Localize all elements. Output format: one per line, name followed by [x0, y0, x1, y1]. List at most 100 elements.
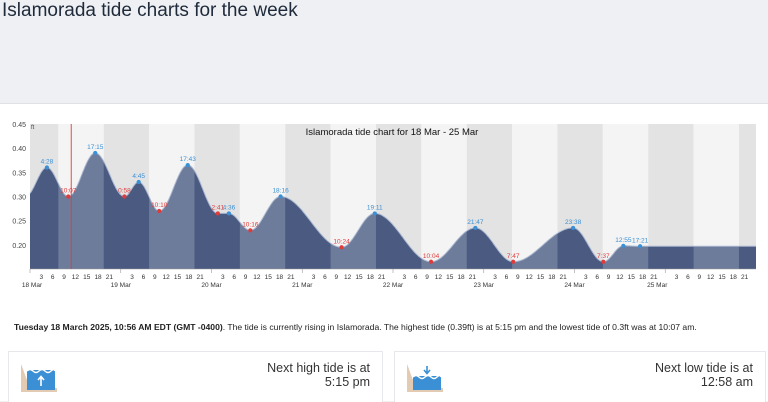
- x-tick-label: 3: [40, 274, 44, 281]
- high-tide-point: [185, 162, 190, 168]
- next-low-label: Next low tide is at: [655, 361, 753, 375]
- low-tide-label: 0:58: [118, 188, 131, 195]
- x-tick-label: 21: [287, 274, 295, 281]
- x-tick-label: 12: [163, 274, 171, 281]
- low-tide-label: 10:04: [423, 253, 440, 260]
- x-tick-label: 15: [174, 274, 182, 281]
- high-tide-point: [571, 225, 576, 231]
- high-tide-label: 17:21: [632, 237, 649, 244]
- low-tide-label: 7:37: [597, 253, 610, 260]
- x-tick-label: 9: [153, 274, 157, 281]
- x-tick-label: 18: [639, 274, 647, 281]
- x-day-label: 24 Mar: [564, 282, 585, 289]
- x-tick-label: 9: [244, 274, 248, 281]
- high-tide-label: 23:38: [565, 219, 582, 226]
- page-title: Islamorada tide charts for the week: [2, 0, 298, 21]
- high-tide-label: 21:47: [467, 219, 484, 226]
- x-tick-label: 6: [414, 274, 418, 281]
- high-tide-icon: [21, 364, 57, 392]
- low-tide-point: [428, 259, 434, 264]
- low-tide-point: [122, 194, 127, 199]
- high-tide-point: [226, 211, 231, 216]
- day-band: [693, 124, 739, 269]
- x-tick-label: 15: [537, 274, 545, 281]
- y-tick-label: 0.20: [12, 243, 26, 250]
- tide-summary: Tuesday 18 March 2025, 10:56 AM EDT (GMT…: [14, 322, 697, 332]
- x-tick-label: 12: [253, 274, 261, 281]
- x-tick-label: 18: [548, 274, 556, 281]
- x-tick-label: 21: [560, 274, 568, 281]
- x-tick-label: 9: [516, 274, 520, 281]
- next-low-tide-text: Next low tide is at 12:58 am: [655, 361, 753, 389]
- x-day-label: 21 Mar: [292, 282, 313, 289]
- tide-chart-card: 0.45 0.40 0.35 0.30 0.25 0.20 ft 3 6 9 12 15 18 21 3 6 9…: [0, 103, 768, 402]
- high-tide-label: 4:28: [41, 159, 54, 166]
- next-high-tide-box: Next high tide is at 5:15 pm: [8, 351, 383, 402]
- x-tick-label: 3: [403, 274, 407, 281]
- next-high-tide-text: Next high tide is at 5:15 pm: [267, 361, 370, 389]
- high-tide-point: [136, 179, 141, 185]
- x-tick-label: 12: [72, 274, 80, 281]
- x-tick-label: 9: [425, 274, 429, 281]
- low-tide-label: 2:41: [212, 204, 225, 211]
- x-tick-label: 6: [51, 274, 55, 281]
- high-tide-point: [638, 244, 643, 249]
- x-tick-label: 3: [584, 274, 588, 281]
- tide-line: [29, 152, 756, 263]
- x-tick-label: 3: [493, 274, 497, 281]
- night-band: [648, 124, 694, 269]
- high-tide-point: [473, 225, 478, 231]
- summary-date: Tuesday 18 March 2025, 10:56 AM EDT (GMT…: [14, 322, 223, 332]
- x-tick-label: 6: [323, 274, 327, 281]
- y-tick-label: 0.25: [12, 219, 26, 226]
- low-tide-icon: [407, 364, 443, 392]
- x-tick-label: 21: [741, 274, 749, 281]
- x-tick-label: 6: [142, 274, 146, 281]
- y-tick-label: 0.35: [12, 170, 26, 177]
- next-high-label: Next high tide is at: [267, 361, 370, 375]
- high-tide-label: 17:43: [180, 156, 197, 163]
- high-tide-label: 4:45: [132, 173, 145, 180]
- next-low-time: 12:58 am: [700, 375, 753, 389]
- x-tick-label: 6: [686, 274, 690, 281]
- x-tick-label: 3: [312, 274, 316, 281]
- x-tick-label: 9: [62, 274, 66, 281]
- x-tick-label: 18: [730, 274, 738, 281]
- x-tick-label: 15: [265, 274, 273, 281]
- low-tide-point: [248, 228, 253, 233]
- x-tick-label: 21: [106, 274, 114, 281]
- x-tick-label: 9: [607, 274, 611, 281]
- high-tide-point: [372, 211, 377, 216]
- low-tide-label: 10:07: [60, 188, 77, 195]
- x-tick-label: 15: [628, 274, 636, 281]
- x-tick-label: 9: [697, 274, 701, 281]
- x-tick-label: 6: [232, 274, 236, 281]
- x-tick-label: 12: [526, 274, 534, 281]
- x-tick-label: 12: [707, 274, 715, 281]
- x-tick-label: 12: [435, 274, 443, 281]
- high-tide-point: [278, 194, 283, 199]
- low-tide-label: 10:24: [333, 238, 350, 245]
- high-tide-label: 18:16: [272, 188, 289, 195]
- x-day-label: 19 Mar: [111, 282, 132, 289]
- x-day-label: 23 Mar: [474, 282, 495, 289]
- high-tide-label: 4:36: [223, 204, 236, 211]
- x-tick-label: 15: [446, 274, 454, 281]
- low-tide-point: [157, 208, 162, 214]
- high-tide-label: 19:11: [367, 204, 383, 211]
- x-tick-label: 6: [595, 274, 599, 281]
- x-tick-label: 18: [94, 274, 102, 281]
- next-high-time: 5:15 pm: [324, 375, 370, 389]
- high-tide-point: [93, 150, 98, 156]
- x-tick-label: 21: [469, 274, 477, 281]
- x-tick-label: 12: [616, 274, 624, 281]
- night-band: [738, 124, 756, 269]
- low-tide-point: [511, 259, 516, 264]
- x-day-label: 25 Mar: [647, 282, 668, 289]
- chart-title: Islamorada tide chart for 18 Mar - 25 Ma…: [306, 127, 479, 138]
- x-tick-label: 12: [344, 274, 352, 281]
- y-tick-label: 0.30: [12, 195, 26, 202]
- x-tick-label: 21: [650, 274, 658, 281]
- low-tide-label: 7:47: [507, 253, 520, 260]
